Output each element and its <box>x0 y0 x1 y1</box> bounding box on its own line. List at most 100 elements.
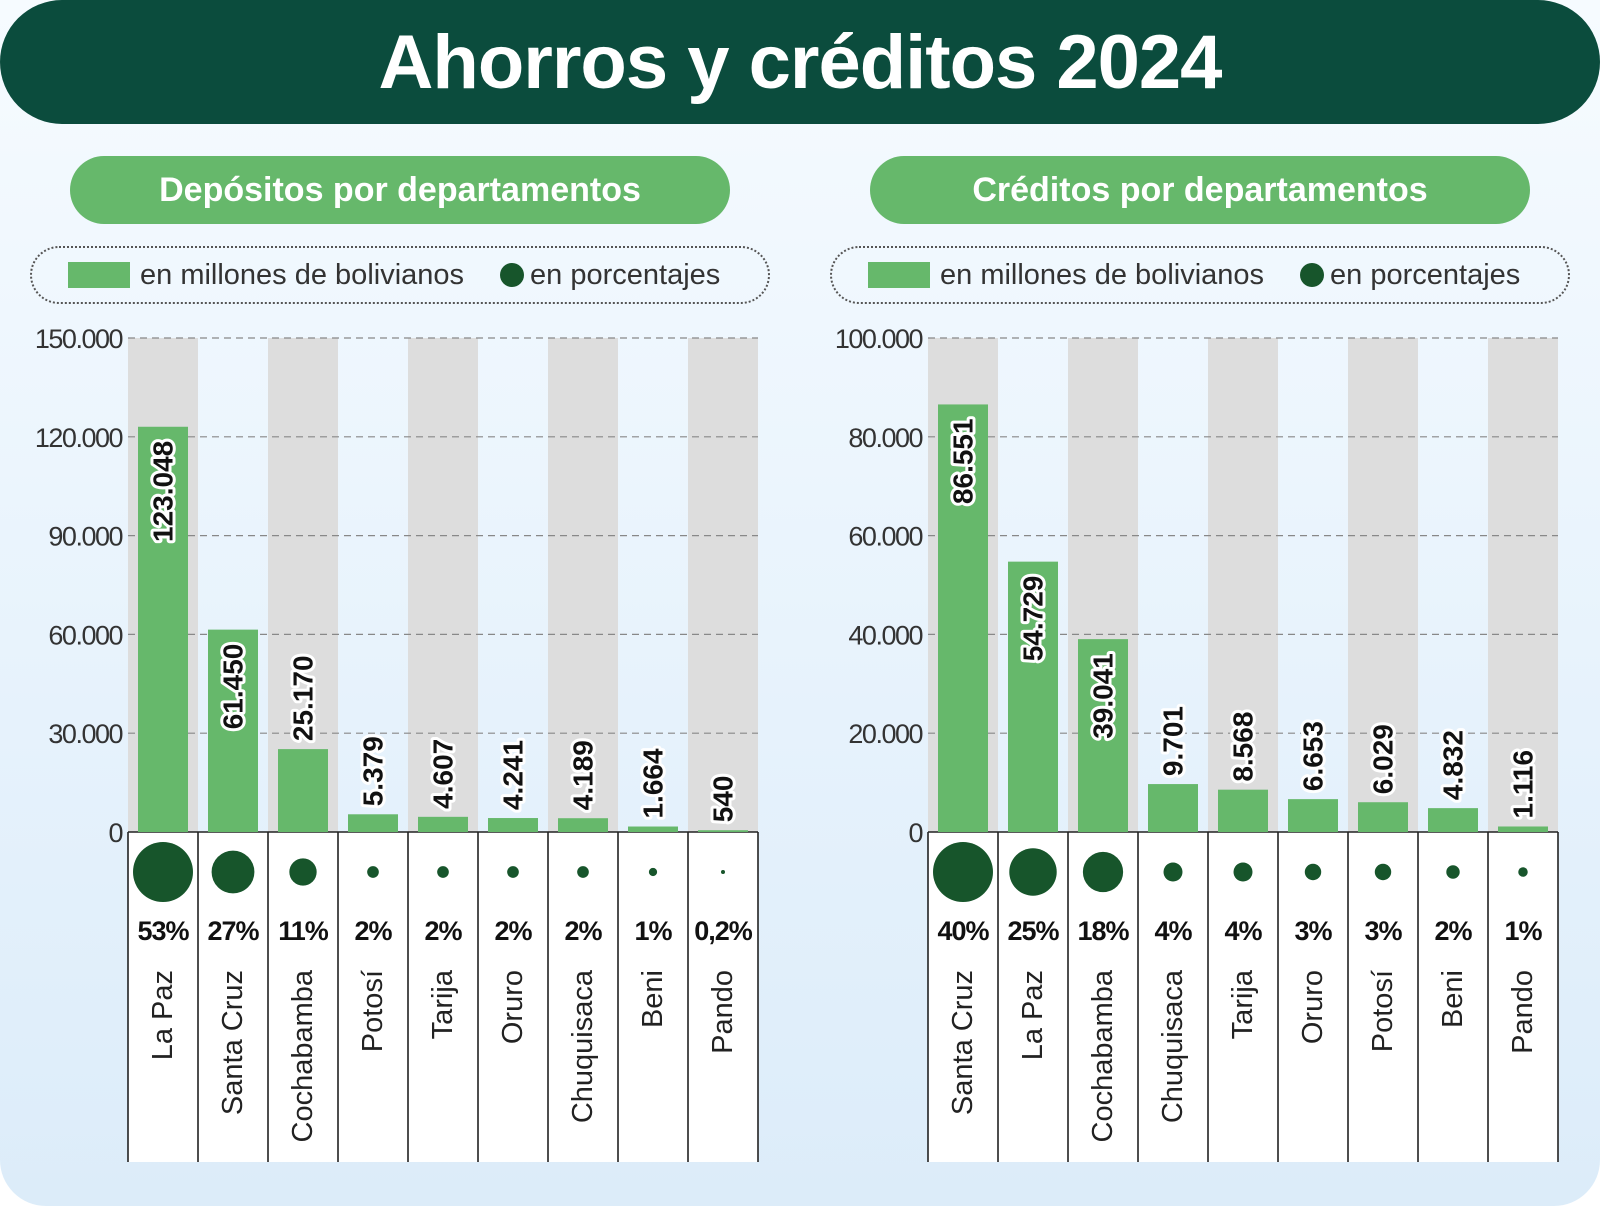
percent-dot <box>1374 863 1392 881</box>
bar-value-label: 4.189 <box>568 740 599 810</box>
bar-value-label: 4.241 <box>498 740 529 810</box>
percent-dot <box>577 866 589 878</box>
deposits-legend: en millones de bolivianos en porcentajes <box>30 246 770 304</box>
bar <box>1078 639 1128 832</box>
bar <box>1218 789 1268 832</box>
bar-value-label: 86.551 <box>948 418 979 504</box>
category-label-potosi: Potosí <box>1367 970 1399 1052</box>
category-label-chuquisaca: Chuquisaca <box>1157 969 1189 1123</box>
bar-value-label: 8.568 <box>1228 712 1259 782</box>
bar-value-label: 4.832 <box>1438 730 1469 800</box>
deposits-chart: 0 30.000 60.000 90.000 120.000 150.000 123.048… <box>35 324 759 1162</box>
percent-label: 2% <box>1434 916 1472 946</box>
y-tick-label: 90.000 <box>48 522 122 552</box>
credits-legend: en millones de bolivianos en porcentajes <box>830 246 1570 304</box>
percent-label: 4% <box>1154 916 1192 946</box>
percent-label: 2% <box>424 916 462 946</box>
percent-dot <box>933 842 993 902</box>
percent-label: 1% <box>1504 916 1542 946</box>
legend-dot-swatch <box>1300 263 1325 287</box>
title-bar: Ahorros y créditos 2024 <box>0 0 1600 124</box>
bar <box>938 404 988 832</box>
bar <box>1008 561 1058 832</box>
percent-label: 4% <box>1224 916 1262 946</box>
column-stripe <box>1488 338 1558 832</box>
legend-bar-label: en millones de bolivianos <box>940 258 1265 291</box>
percent-label: 0,2% <box>694 916 753 946</box>
y-tick-label: 0 <box>108 818 122 848</box>
percent-dot <box>289 858 317 886</box>
percent-label: 53% <box>137 916 189 946</box>
y-tick-label: 0 <box>908 818 922 848</box>
category-label-pando: Pando <box>1507 970 1539 1054</box>
percent-label: 25% <box>1007 916 1059 946</box>
bar <box>488 818 538 832</box>
category-label-cochabamba: Cochabamba <box>1087 969 1119 1142</box>
percent-label: 2% <box>494 916 532 946</box>
column-stripe <box>1348 338 1418 832</box>
y-tick-label: 60.000 <box>848 522 922 552</box>
credits-section-header: Créditos por departamentos <box>870 156 1530 224</box>
category-label-beni: Beni <box>637 970 669 1028</box>
percent-dot <box>507 866 519 878</box>
y-tick-label: 60.000 <box>48 620 122 650</box>
category-label-chuquisaca: Chuquisaca <box>567 969 599 1123</box>
y-tick-label: 30.000 <box>48 719 122 749</box>
bar-value-label: 9.701 <box>1158 706 1189 776</box>
bar <box>1358 802 1408 832</box>
bar <box>278 749 328 832</box>
bar <box>138 426 188 832</box>
column-stripe <box>548 338 618 832</box>
bar-value-label: 39.041 <box>1088 653 1119 739</box>
y-tick-label: 150.000 <box>35 324 123 354</box>
credits-chart-title: Créditos por departamentos <box>972 170 1428 209</box>
percent-label: 3% <box>1294 916 1332 946</box>
percent-label: 11% <box>278 916 329 946</box>
credits-chart: 0 20.000 40.000 60.000 80.000 100.000 86.551 40… <box>835 324 1559 1162</box>
bar-value-label: 6.653 <box>1298 721 1329 791</box>
percent-dot <box>1163 862 1183 882</box>
bar <box>1288 799 1338 832</box>
category-label-potosi: Potosí <box>357 970 389 1052</box>
percent-dot <box>1082 851 1124 893</box>
percent-label: 40% <box>937 916 989 946</box>
category-label-cochabamba: Cochabamba <box>287 969 319 1142</box>
bar-value-label: 1.664 <box>638 748 669 818</box>
deposits-section-header: Depósitos por departamentos <box>70 156 730 224</box>
bar-value-label: 540 <box>708 776 739 823</box>
category-label-oruro: Oruro <box>497 970 529 1044</box>
y-tick-label: 80.000 <box>848 423 922 453</box>
y-tick-label: 40.000 <box>848 620 922 650</box>
percent-label: 18% <box>1077 916 1129 946</box>
y-tick-label: 100.000 <box>835 324 923 354</box>
percent-label: 3% <box>1364 916 1402 946</box>
column-stripe <box>1208 338 1278 832</box>
bar-value-label: 1.116 <box>1508 750 1539 819</box>
percent-dot <box>437 866 449 878</box>
legend-bar-label: en millones de bolivianos <box>140 258 465 291</box>
deposits-chart-title: Depósitos por departamentos <box>159 170 641 209</box>
percent-dot <box>133 842 193 902</box>
percent-label: 1% <box>634 916 672 946</box>
percent-dot <box>1446 865 1460 879</box>
bar <box>418 816 468 832</box>
percent-dot <box>721 870 725 874</box>
percent-dot <box>367 866 379 878</box>
column-stripe <box>408 338 478 832</box>
bar <box>208 629 258 832</box>
bar-value-label: 5.379 <box>358 736 389 806</box>
legend-dot-swatch <box>500 263 525 287</box>
legend-bar-swatch <box>868 262 930 288</box>
percent-dot <box>211 850 255 894</box>
y-tick-label: 120.000 <box>35 423 123 453</box>
category-label-tarija: Tarija <box>427 969 459 1039</box>
bar <box>1148 784 1198 832</box>
bar-value-label: 54.729 <box>1018 576 1049 662</box>
percent-label: 2% <box>354 916 392 946</box>
category-label-tarija: Tarija <box>1227 969 1259 1039</box>
bar <box>348 814 398 832</box>
legend-dot-label: en porcentajes <box>1330 258 1521 291</box>
bar <box>1428 808 1478 832</box>
y-tick-label: 20.000 <box>848 719 922 749</box>
